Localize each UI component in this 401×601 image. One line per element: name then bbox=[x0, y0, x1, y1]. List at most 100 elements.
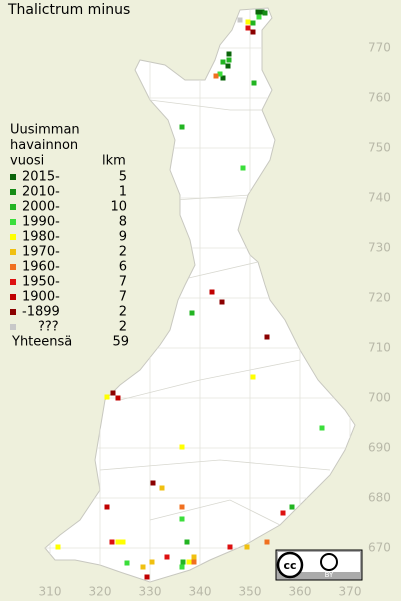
observation bbox=[245, 25, 251, 31]
observation bbox=[179, 516, 185, 522]
observation bbox=[250, 29, 256, 35]
observation bbox=[264, 539, 270, 545]
observation bbox=[124, 560, 130, 566]
observation bbox=[179, 444, 185, 450]
observation bbox=[226, 57, 232, 63]
legend-swatch bbox=[10, 279, 16, 285]
observation bbox=[264, 334, 270, 340]
legend-swatch bbox=[10, 324, 16, 330]
total-label: Yhteensä bbox=[11, 335, 72, 350]
legend-label: 1950- bbox=[22, 275, 60, 290]
observation bbox=[280, 510, 286, 516]
y-tick-label: 730 bbox=[368, 241, 391, 255]
legend-count: 6 bbox=[119, 260, 127, 275]
by-icon bbox=[320, 553, 338, 571]
observation bbox=[245, 19, 251, 25]
x-tick-label: 370 bbox=[339, 585, 362, 599]
legend-label: 1990- bbox=[22, 215, 60, 230]
x-tick-label: 360 bbox=[289, 585, 312, 599]
legend-header: Uusimman bbox=[10, 123, 80, 138]
legend-count: 2 bbox=[119, 320, 127, 335]
observation bbox=[140, 564, 146, 570]
observation bbox=[262, 10, 268, 16]
legend-label: 1960- bbox=[22, 260, 60, 275]
legend-count: 7 bbox=[119, 290, 127, 305]
x-tick-label: 310 bbox=[39, 585, 62, 599]
legend-count: 1 bbox=[119, 185, 127, 200]
observation bbox=[289, 504, 295, 510]
y-tick-label: 720 bbox=[368, 291, 391, 305]
legend-label: 1980- bbox=[22, 230, 60, 245]
observation bbox=[115, 395, 121, 401]
observation bbox=[250, 374, 256, 380]
observation bbox=[104, 394, 110, 400]
observation bbox=[179, 564, 185, 570]
legend-label: 2000- bbox=[22, 200, 60, 215]
observation bbox=[220, 59, 226, 65]
cc-icon bbox=[276, 551, 304, 579]
observation bbox=[255, 9, 261, 15]
x-tick-label: 320 bbox=[89, 585, 112, 599]
observation bbox=[250, 20, 256, 26]
legend-count: 2 bbox=[119, 245, 127, 260]
observation bbox=[226, 51, 232, 57]
legend-label: -1899 bbox=[22, 305, 60, 320]
observation bbox=[109, 539, 115, 545]
observation bbox=[144, 574, 150, 580]
observations bbox=[55, 9, 325, 580]
legend-swatch bbox=[10, 219, 16, 225]
observation bbox=[186, 559, 192, 565]
cc-text: cc bbox=[283, 559, 296, 572]
legend-header: vuosi bbox=[10, 154, 44, 169]
observation bbox=[104, 504, 110, 510]
observation bbox=[220, 75, 226, 81]
legend-label: 1900- bbox=[22, 290, 60, 305]
observation bbox=[164, 554, 170, 560]
legend-header: havainnon bbox=[10, 138, 78, 153]
y-tick-label: 700 bbox=[368, 391, 391, 405]
legend-label: 2015- bbox=[22, 170, 60, 185]
observation bbox=[191, 554, 197, 560]
observation bbox=[209, 289, 215, 295]
by-text: BY bbox=[325, 571, 334, 579]
observation bbox=[225, 63, 231, 69]
observation bbox=[237, 17, 243, 23]
observation bbox=[219, 299, 225, 305]
observation bbox=[55, 544, 61, 550]
observation bbox=[120, 539, 126, 545]
observation bbox=[179, 504, 185, 510]
observation bbox=[179, 124, 185, 130]
observation bbox=[259, 9, 265, 15]
legend-label: 2010- bbox=[22, 185, 60, 200]
count-header: lkm bbox=[102, 154, 126, 169]
observation bbox=[213, 73, 219, 79]
x-tick-label: 350 bbox=[239, 585, 262, 599]
legend-count: 5 bbox=[119, 170, 127, 185]
legend-count: 9 bbox=[119, 230, 127, 245]
legend-swatch bbox=[10, 174, 16, 180]
observation bbox=[240, 165, 246, 171]
total-value: 59 bbox=[112, 335, 129, 350]
x-tick-label: 340 bbox=[189, 585, 212, 599]
legend-swatch bbox=[10, 204, 16, 210]
region-borders bbox=[99, 99, 331, 526]
y-tick-label: 750 bbox=[368, 141, 391, 155]
legend-swatch bbox=[10, 309, 16, 315]
y-tick-label: 670 bbox=[368, 541, 391, 555]
observation bbox=[189, 310, 195, 316]
y-tick-label: 690 bbox=[368, 441, 391, 455]
observation bbox=[191, 559, 197, 565]
y-tick-label: 740 bbox=[368, 191, 391, 205]
observation bbox=[244, 544, 250, 550]
observation bbox=[184, 539, 190, 545]
observation bbox=[227, 544, 233, 550]
legend-swatch bbox=[10, 294, 16, 300]
title: Thalictrum minus bbox=[7, 2, 130, 18]
legend-count: 2 bbox=[119, 305, 127, 320]
y-tick-label: 760 bbox=[368, 91, 391, 105]
y-tick-label: 770 bbox=[368, 41, 391, 55]
x-tick-label: 330 bbox=[139, 585, 162, 599]
legend-count: 7 bbox=[119, 275, 127, 290]
